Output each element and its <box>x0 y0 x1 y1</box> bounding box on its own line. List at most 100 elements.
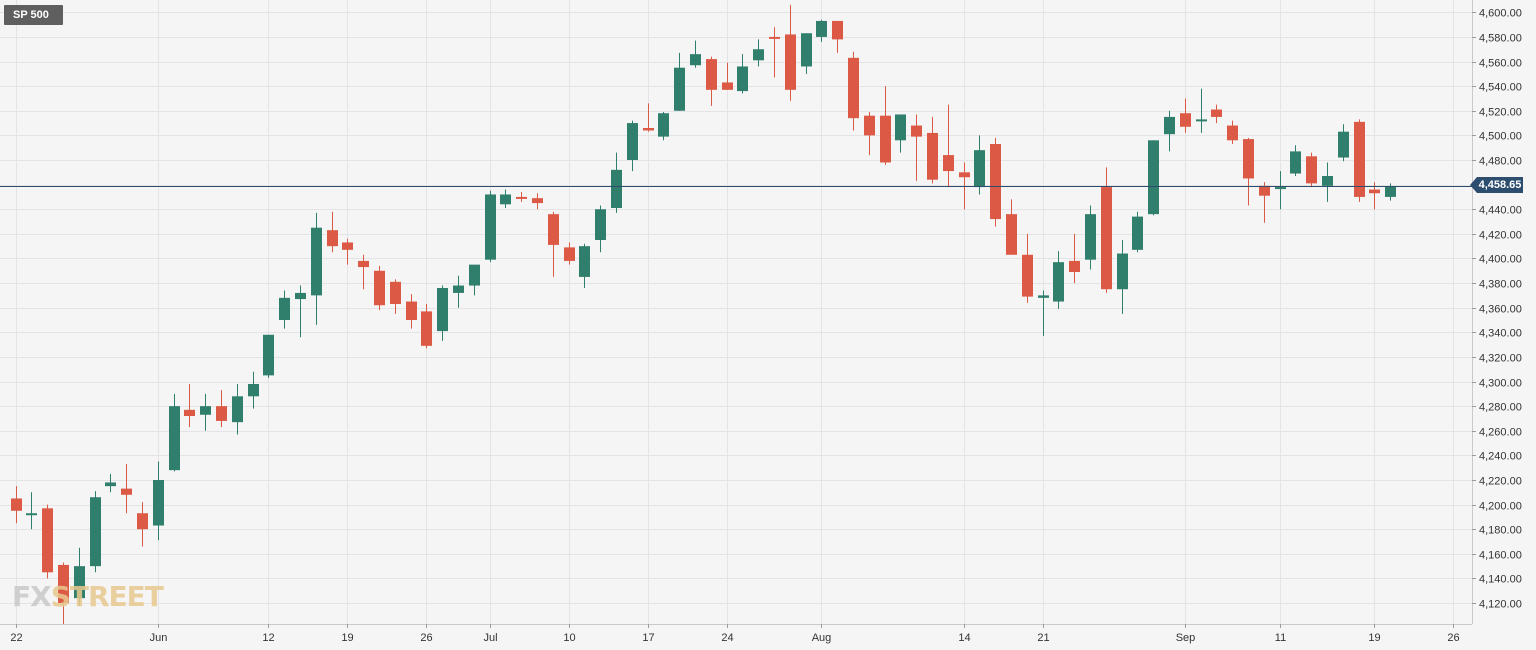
candle <box>690 40 701 68</box>
candle <box>421 304 432 349</box>
candle <box>374 265 385 311</box>
y-tick-label: 4,300.00 <box>1479 378 1522 390</box>
candle <box>42 504 53 579</box>
y-tick-label: 4,600.00 <box>1479 8 1522 20</box>
candle-body <box>121 488 132 495</box>
candle <box>848 51 859 131</box>
candle <box>943 104 954 188</box>
candle <box>327 211 338 253</box>
candle-body <box>279 297 290 320</box>
candle-body <box>74 566 85 599</box>
candle <box>864 112 875 156</box>
candle-body <box>990 144 1001 220</box>
candle <box>485 190 496 263</box>
candle-body <box>200 406 211 415</box>
candle-body <box>500 194 511 205</box>
candle-body <box>532 198 543 204</box>
y-tick-label: 4,480.00 <box>1479 156 1522 168</box>
candle-body <box>1148 140 1159 215</box>
candle-body <box>137 513 148 530</box>
candle-body <box>1369 189 1380 194</box>
candle <box>579 243 590 288</box>
candle-body <box>848 57 859 119</box>
candle-body <box>1132 216 1143 250</box>
candle <box>832 20 843 53</box>
candle <box>11 486 22 524</box>
candle-body <box>421 311 432 346</box>
candle <box>1117 240 1128 314</box>
candle-body <box>327 230 338 247</box>
candle-body <box>1227 125 1238 141</box>
y-tick-label: 4,120.00 <box>1479 599 1522 611</box>
symbol-badge[interactable]: SP 500 <box>4 5 63 25</box>
candle-body <box>1354 121 1365 197</box>
y-tick-label: 4,580.00 <box>1479 33 1522 45</box>
candle <box>1085 205 1096 270</box>
y-tick-label: 4,160.00 <box>1479 550 1522 562</box>
y-tick-label: 4,360.00 <box>1479 304 1522 316</box>
candle <box>469 264 480 296</box>
candle <box>1259 182 1270 223</box>
x-tick-label: 19 <box>1368 632 1380 644</box>
candle <box>1322 162 1333 202</box>
candle-body <box>1101 187 1112 290</box>
candle <box>627 120 638 172</box>
candle-body <box>927 132 938 180</box>
x-tick-label: Aug <box>812 632 832 644</box>
candle-body <box>548 214 559 245</box>
candle-body <box>1306 156 1317 184</box>
candles-layer <box>11 4 1396 624</box>
watermark-street: STREET <box>50 580 164 613</box>
candle <box>595 205 606 253</box>
y-tick-label: 4,500.00 <box>1479 131 1522 143</box>
candle-body <box>816 20 827 37</box>
y-tick-label: 4,380.00 <box>1479 279 1522 291</box>
candle-body <box>232 396 243 423</box>
candle-body <box>11 498 22 511</box>
plot-background <box>0 0 1472 624</box>
candle-body <box>1196 119 1207 122</box>
candle-body <box>248 384 259 397</box>
candle <box>959 162 970 210</box>
candle <box>1132 211 1143 253</box>
candle <box>358 254 369 290</box>
watermark-fx: FX <box>12 580 52 613</box>
candle-body <box>263 334 274 376</box>
candle <box>248 371 259 409</box>
candle <box>801 33 812 74</box>
y-tick-label: 4,140.00 <box>1479 574 1522 586</box>
candle <box>737 54 748 94</box>
candle <box>1196 88 1207 133</box>
candle <box>532 193 543 210</box>
y-tick-label: 4,440.00 <box>1479 205 1522 217</box>
x-tick-label: Jul <box>483 632 497 644</box>
candle-body <box>1259 185 1270 196</box>
candle-body <box>801 33 812 67</box>
candle-body <box>722 82 733 90</box>
candle <box>1022 233 1033 303</box>
candle <box>895 114 906 153</box>
candle <box>437 285 448 341</box>
candle <box>674 52 685 111</box>
candle-body <box>485 194 496 260</box>
candle-body <box>832 20 843 40</box>
candle-body <box>943 155 954 172</box>
candle <box>453 275 464 308</box>
fxstreet-watermark: FXSTREET <box>12 580 164 613</box>
candle <box>974 135 985 195</box>
candle <box>1006 199 1017 255</box>
candle <box>643 103 654 132</box>
candle-body <box>1022 254 1033 297</box>
candle <box>1211 104 1222 124</box>
candle-body <box>769 36 780 39</box>
x-tick-label: 19 <box>341 632 353 644</box>
candle-body <box>753 49 764 61</box>
candle <box>1148 140 1159 216</box>
candle-body <box>611 169 622 208</box>
y-tick-label: 4,560.00 <box>1479 58 1522 70</box>
candle <box>216 390 227 428</box>
candle <box>263 334 274 378</box>
candle <box>1275 171 1286 210</box>
candle <box>911 114 922 181</box>
